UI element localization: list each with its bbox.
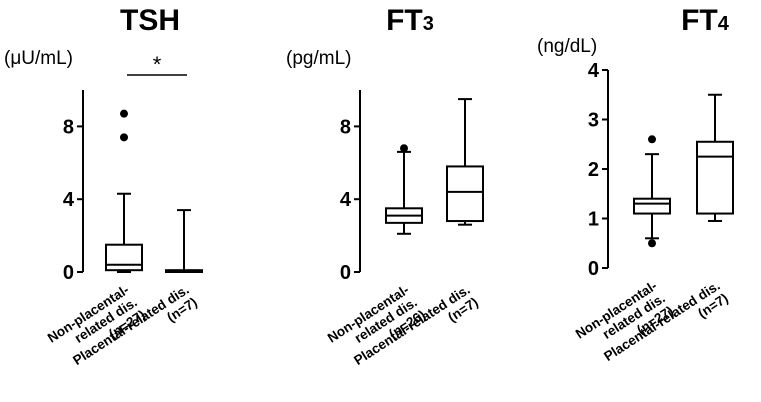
y-tick-label: 2 xyxy=(588,159,599,181)
y-axis-label: (ng/dL) xyxy=(537,36,597,57)
chart-title: FT3 xyxy=(386,4,434,37)
box-plot xyxy=(633,135,671,248)
y-axis-label: (pg/mL) xyxy=(286,48,351,69)
box-plot xyxy=(385,144,423,235)
y-tick-label: 0 xyxy=(588,258,599,280)
box-iqr xyxy=(446,165,484,223)
y-tick-label: 4 xyxy=(340,189,352,211)
box-iqr xyxy=(696,140,734,215)
outlier-point xyxy=(648,135,656,144)
chart-title: FT4 xyxy=(681,4,730,37)
chart-title: TSH xyxy=(120,4,180,37)
box-plot xyxy=(696,93,734,222)
outlier-point xyxy=(400,144,408,153)
box-plot xyxy=(105,109,143,273)
y-tick-label: 8 xyxy=(340,116,351,138)
box-iqr xyxy=(633,197,671,215)
y-tick-label: 0 xyxy=(340,262,351,284)
y-tick-label: 4 xyxy=(63,189,75,211)
box-plot xyxy=(165,209,203,273)
chart-title-subscript: 4 xyxy=(718,13,730,35)
chart-title-subscript: 3 xyxy=(423,13,434,35)
y-tick-label: 3 xyxy=(588,110,599,132)
outlier-point xyxy=(648,239,656,248)
y-tick-label: 0 xyxy=(63,262,74,284)
box-iqr xyxy=(105,243,143,272)
outlier-point xyxy=(120,109,128,118)
significance-marker: * xyxy=(153,52,162,77)
y-tick-label: 8 xyxy=(63,116,74,138)
y-axis-label: (μU/mL) xyxy=(4,48,73,69)
y-tick-label: 4 xyxy=(588,60,600,82)
y-tick-label: 1 xyxy=(588,209,599,231)
box-plot xyxy=(446,98,484,226)
outlier-point xyxy=(120,133,128,142)
